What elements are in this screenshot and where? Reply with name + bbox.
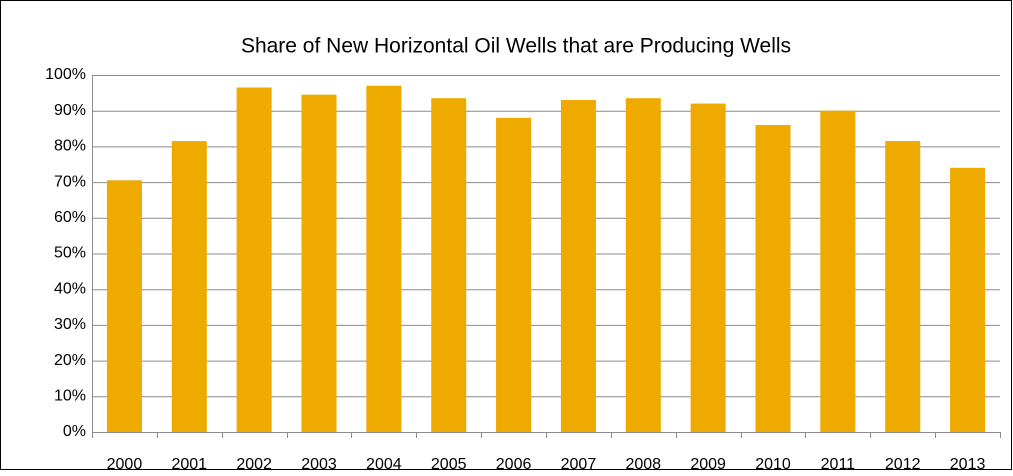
x-tick-label: 2012: [885, 456, 921, 473]
y-tick-label: 30%: [54, 316, 86, 333]
bar: [755, 124, 791, 432]
chart-title: Share of New Horizontal Oil Wells that a…: [241, 35, 791, 58]
y-tick-label: 50%: [54, 245, 86, 262]
y-tick-label: 10%: [54, 388, 86, 405]
bar: [106, 180, 142, 432]
x-tick-label: 2010: [755, 456, 791, 473]
y-tick-label: 100%: [45, 66, 86, 83]
x-tick-label: 2013: [950, 456, 986, 473]
y-tick-label: 0%: [63, 423, 86, 440]
x-tick-label: 2009: [690, 456, 726, 473]
y-tick-label: 40%: [54, 280, 86, 297]
x-tick-label: 2005: [431, 456, 467, 473]
x-tick-label: 2004: [366, 456, 402, 473]
bar: [690, 103, 726, 432]
x-tick-label: 2000: [107, 456, 143, 473]
y-tick-label: 70%: [54, 173, 86, 190]
y-tick-label: 90%: [54, 102, 86, 119]
x-tick-label: 2002: [236, 456, 272, 473]
bar: [885, 141, 921, 433]
bar: [496, 117, 532, 432]
bar: [236, 87, 272, 433]
bar: [301, 94, 337, 432]
bar: [950, 167, 986, 432]
x-tick-label: 2006: [496, 456, 532, 473]
x-tick-label: 2007: [561, 456, 597, 473]
x-tick-label: 2008: [625, 456, 661, 473]
bar: [431, 98, 467, 432]
x-tick-label: 2011: [821, 456, 856, 473]
bar: [625, 98, 661, 432]
bar: [820, 110, 856, 432]
x-tick-label: 2001: [171, 456, 207, 473]
y-tick-label: 60%: [54, 209, 86, 226]
y-tick-label: 80%: [54, 138, 86, 155]
bar: [366, 85, 402, 433]
bar: [171, 141, 207, 433]
x-tick-label: 2003: [301, 456, 337, 473]
bar: [560, 99, 596, 433]
y-tick-label: 20%: [54, 352, 86, 369]
